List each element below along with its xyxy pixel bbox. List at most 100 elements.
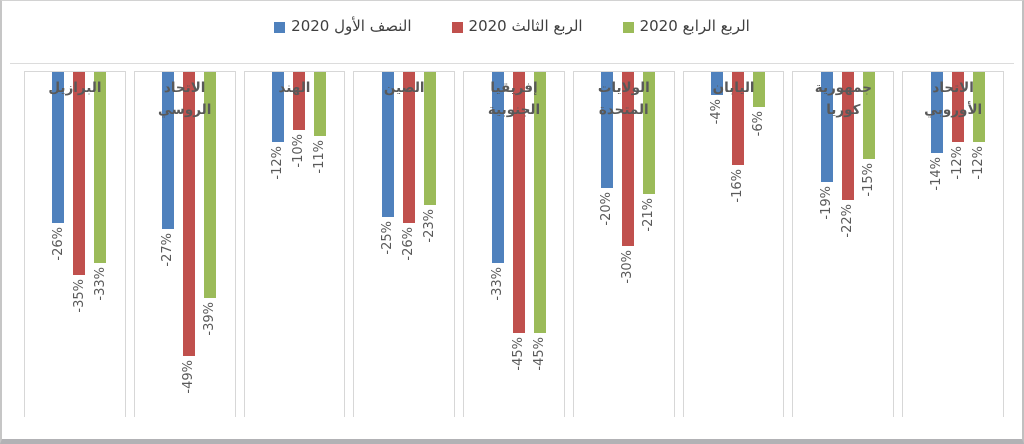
- bar-column: -12%: [270, 72, 286, 180]
- bar-group: -20% -30% -21%: [574, 72, 674, 284]
- bar-column: -45%: [531, 72, 547, 371]
- bar-value-label: -26%: [400, 227, 416, 261]
- category-label: الاتحاد الأوروبي: [924, 80, 983, 119]
- bar-value-label: -16%: [730, 169, 746, 203]
- bar-column: -21%: [641, 72, 656, 284]
- legend-swatch-icon: [451, 22, 463, 33]
- bar[interactable]: [402, 72, 415, 223]
- bar-group: -12% -10% -11%: [245, 72, 345, 180]
- legend-item-2[interactable]: الربع الثالث 2020: [451, 17, 583, 35]
- bar-group: -27% -49% -39%: [135, 72, 235, 394]
- bar-column: -22%: [840, 72, 855, 238]
- category-panel-1: -26% -35% -33% البرازيل: [24, 71, 126, 417]
- legend: النصف الأول 2020 الربع الثالث 2020 الربع ا…: [2, 17, 1022, 35]
- bar-column: -20%: [599, 72, 615, 284]
- category-label: اليابان: [712, 80, 755, 96]
- bar[interactable]: [643, 72, 656, 194]
- bar-value-label: -33%: [92, 267, 108, 301]
- bar[interactable]: [313, 72, 326, 136]
- bar-column: -30%: [620, 72, 636, 284]
- bar-column: -12%: [949, 72, 965, 191]
- bar-value-label: -15%: [861, 163, 877, 197]
- bar[interactable]: [271, 72, 284, 142]
- legend-swatch-icon: [274, 22, 286, 33]
- bar[interactable]: [753, 72, 766, 107]
- category-label: البرازيل: [48, 80, 102, 96]
- bar-value-label: -30%: [620, 250, 636, 284]
- bar-group: -19% -22% -15%: [793, 72, 893, 238]
- bar[interactable]: [622, 72, 635, 246]
- bar[interactable]: [711, 72, 724, 95]
- bar-column: -6%: [751, 72, 767, 203]
- category-panel-8: -19% -22% -15% جمهورية كوريا: [792, 71, 895, 417]
- bar[interactable]: [491, 72, 504, 263]
- bar-value-label: -35%: [71, 279, 87, 313]
- bar[interactable]: [204, 72, 217, 298]
- category-panel-5: -33% -45% -45% إفريقيا الجنوبية: [463, 71, 565, 417]
- bar-column: -14%: [929, 72, 944, 191]
- legend-label: الربع الثالث 2020: [468, 17, 583, 35]
- bar-value-label: -11%: [312, 140, 328, 174]
- bar-value-label: -12%: [270, 146, 286, 180]
- category-panel-3: -12% -10% -11% الهند: [243, 71, 346, 417]
- bar-value-label: -39%: [202, 302, 218, 336]
- bar[interactable]: [930, 72, 943, 153]
- bar[interactable]: [533, 72, 546, 333]
- bar-value-label: -49%: [181, 360, 197, 394]
- bar-column: -11%: [312, 72, 328, 180]
- bar-column: -16%: [730, 72, 746, 203]
- category-label: الولايات المتحدة: [597, 80, 650, 119]
- plot-area: -26% -35% -33% البرازيل -27% -49% -39% الاتحاد …: [24, 71, 1005, 417]
- bar-value-label: -4%: [709, 99, 725, 125]
- bar-column: -10%: [291, 72, 306, 180]
- bar-value-label: -12%: [970, 146, 986, 180]
- bar-value-label: -45%: [531, 337, 547, 371]
- bar[interactable]: [381, 72, 394, 217]
- bar[interactable]: [972, 72, 985, 142]
- category-panel-7: -4% -16% -6% اليابان: [682, 71, 785, 417]
- bar-value-label: -45%: [510, 337, 526, 371]
- bar[interactable]: [951, 72, 964, 142]
- bar-column: -49%: [181, 72, 197, 394]
- bar[interactable]: [423, 72, 436, 205]
- bar-column: -39%: [202, 72, 218, 394]
- bar[interactable]: [512, 72, 525, 333]
- bar[interactable]: [601, 72, 614, 188]
- bar[interactable]: [73, 72, 86, 275]
- bar-group: -25% -26% -23%: [354, 72, 454, 261]
- legend-item-1[interactable]: النصف الأول 2020: [274, 17, 412, 35]
- bar-column: -45%: [510, 72, 526, 371]
- zero-axis-line: [10, 63, 1014, 64]
- category-label: جمهورية كوريا: [814, 80, 872, 119]
- bar[interactable]: [162, 72, 175, 229]
- bar-column: -27%: [160, 72, 175, 394]
- legend-item-3[interactable]: الربع الرابع 2020: [622, 17, 750, 35]
- bar[interactable]: [292, 72, 305, 130]
- bar-value-label: -19%: [819, 186, 835, 220]
- bar[interactable]: [183, 72, 196, 356]
- bar[interactable]: [732, 72, 745, 165]
- bar[interactable]: [841, 72, 854, 200]
- category-label: إفريقيا الجنوبية: [487, 80, 541, 119]
- bar-column: -26%: [400, 72, 416, 261]
- legend-swatch-icon: [622, 22, 634, 33]
- category-label: الصين: [383, 80, 425, 96]
- bar-column: -19%: [819, 72, 835, 238]
- legend-label: النصف الأول 2020: [291, 17, 412, 35]
- bar-value-label: -23%: [421, 209, 437, 243]
- bar-value-label: -20%: [599, 192, 615, 226]
- bar-column: -12%: [970, 72, 986, 191]
- bar-column: -33%: [490, 72, 505, 371]
- bar[interactable]: [94, 72, 107, 263]
- bar[interactable]: [820, 72, 833, 182]
- category-panel-4: -25% -26% -23% الصين: [353, 71, 456, 417]
- bar-value-label: -6%: [751, 111, 767, 137]
- bar[interactable]: [52, 72, 65, 223]
- bar[interactable]: [862, 72, 875, 159]
- bar-value-label: -12%: [949, 146, 965, 180]
- bar-column: -15%: [861, 72, 877, 238]
- category-panel-6: -20% -30% -21% الولايات المتحدة: [572, 71, 675, 417]
- category-panel-9: -14% -12% -12% الاتحاد الأوروبي: [902, 71, 1005, 417]
- bar-column: -26%: [51, 72, 66, 313]
